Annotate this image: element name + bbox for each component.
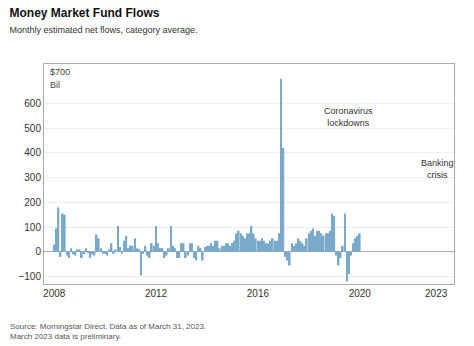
svg-text:600: 600	[24, 98, 41, 109]
svg-text:500: 500	[24, 123, 41, 134]
svg-text:2020: 2020	[349, 288, 372, 299]
svg-text:Source: Morningstar Direct. Da: Source: Morningstar Direct. Data as of M…	[10, 322, 206, 341]
svg-text:300: 300	[24, 172, 41, 183]
svg-text:−100: −100	[18, 271, 41, 282]
svg-text:$700: $700	[50, 67, 70, 77]
svg-text:2016: 2016	[247, 288, 270, 299]
svg-text:Bil: Bil	[50, 80, 60, 90]
svg-text:2023: 2023	[425, 288, 448, 299]
svg-text:100: 100	[24, 222, 41, 233]
svg-text:Coronaviruslockdowns: Coronaviruslockdowns	[324, 106, 373, 128]
svg-text:2008: 2008	[43, 288, 66, 299]
svg-text:0: 0	[35, 246, 41, 257]
svg-text:Bankingcrisis: Bankingcrisis	[421, 158, 454, 180]
svg-text:400: 400	[24, 147, 41, 158]
svg-text:2012: 2012	[145, 288, 168, 299]
svg-text:200: 200	[24, 197, 41, 208]
svg-text:Money Market Fund FlowsMonthly: Money Market Fund FlowsMonthly estimated…	[9, 6, 197, 35]
